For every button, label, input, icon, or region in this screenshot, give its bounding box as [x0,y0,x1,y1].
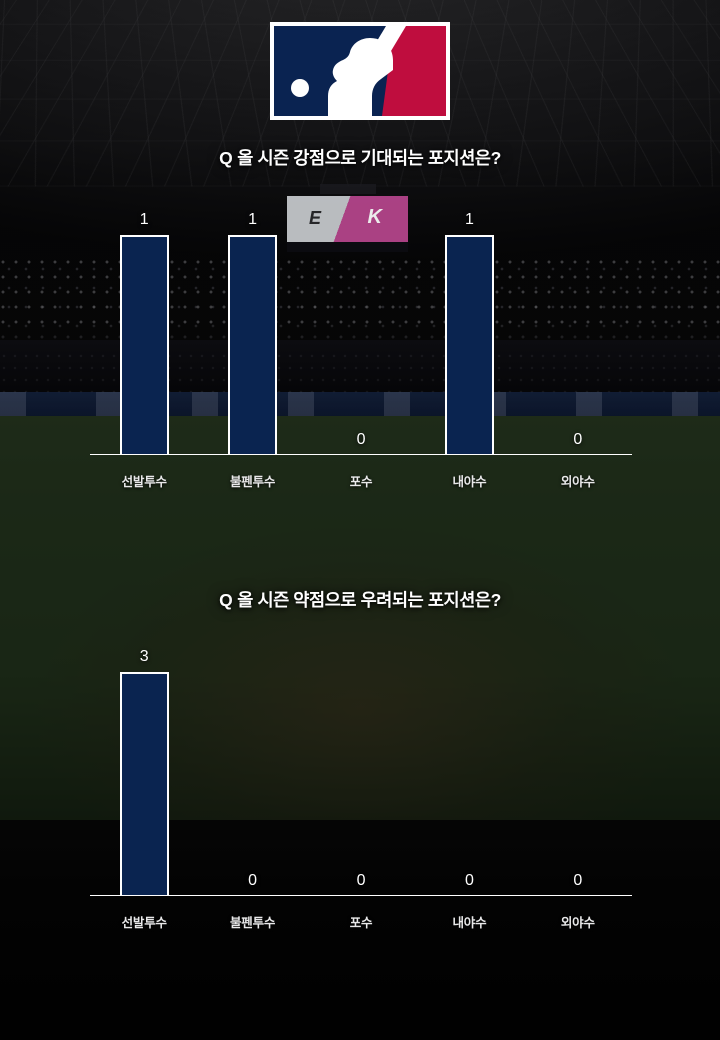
bar-value-label: 0 [573,431,583,448]
question-2-q-prefix: Q [219,590,233,610]
category-label: 불펜투수 [230,916,276,930]
category-label: 불펜투수 [230,475,276,489]
chart-q2: 3 0 0 0 [90,640,632,930]
chart-q1-plot: 1 1 0 1 [90,200,632,455]
bar-rect[interactable] [228,235,278,455]
mlb-logo-icon [274,26,446,116]
category-label: 포수 [349,475,373,489]
chart-q2-column-1[interactable]: 0 [198,640,306,896]
chart-q2-column-0[interactable]: 3 [90,640,198,896]
question-1-text: 올 시즌 강점으로 기대되는 포지션은? [237,148,501,168]
scoreboard-header [320,184,376,194]
chart-q1-bars: 1 1 0 1 [90,200,632,455]
chart-q1-column-1[interactable]: 1 [198,200,306,455]
bar-rect[interactable] [444,235,494,455]
bar-value-label: 0 [573,872,583,889]
category-label: 외야수 [560,916,595,930]
baseball-field-background: 키움히어로즈 미국주식도 키움 [0,416,720,1040]
chart-q1-column-3[interactable]: 1 [415,200,523,455]
chart-q2-bars: 3 0 0 0 [90,640,632,896]
chart-q2-column-3[interactable]: 0 [415,640,523,896]
category-label: 내야수 [452,916,487,930]
chart-q1-axis-line [90,453,632,455]
chart-q1-column-4[interactable]: 0 [524,200,632,455]
bar-rect[interactable] [119,672,169,896]
bar-value-label: 0 [356,431,366,448]
chart-q2-plot: 3 0 0 0 [90,640,632,896]
chart-q2-axis-line [90,894,632,896]
bar-value-label: 1 [248,211,258,228]
bar-value-label: 1 [139,211,149,228]
chart-q2-column-2[interactable]: 0 [307,640,415,896]
chart-q1-column-0[interactable]: 1 [90,200,198,455]
bar-value-label: 0 [248,872,258,889]
chart-q1-category-labels: 선발투수 불펜투수 포수 내야수 외야수 [90,471,632,490]
question-2-text: 올 시즌 약점으로 우려되는 포지션은? [237,590,501,610]
stadium-lower-background [0,820,720,1040]
category-label: 선발투수 [121,475,167,489]
category-label: 선발투수 [121,916,167,930]
scoreboard-screen [287,196,408,242]
bar-value-label: 3 [139,648,149,665]
bar-rect[interactable] [119,235,169,455]
scoreboard-base [287,242,408,252]
chart-q1: 1 1 0 1 [90,200,632,490]
bar-value-label: 0 [356,872,366,889]
chart-q1-column-2[interactable]: 0 [307,200,415,455]
category-label: 내야수 [452,475,487,489]
question-1-q-prefix: Q [219,148,233,168]
category-label: 외야수 [560,475,595,489]
category-label: 포수 [349,916,373,930]
bar-value-label: 0 [464,872,474,889]
chart-q2-category-labels: 선발투수 불펜투수 포수 내야수 외야수 [90,912,632,931]
mlb-logo [270,22,450,120]
bar-value-label: 1 [464,211,474,228]
chart-q2-column-4[interactable]: 0 [524,640,632,896]
